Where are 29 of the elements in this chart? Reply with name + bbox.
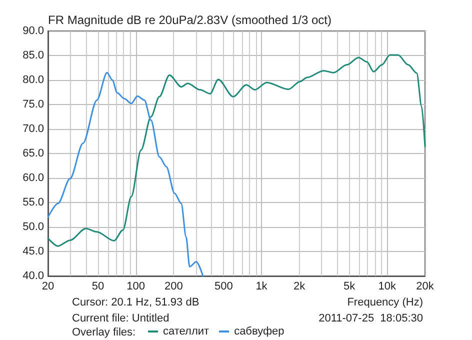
y-tick-label: 90.0 bbox=[22, 25, 44, 37]
y-tick-label: 80.0 bbox=[22, 74, 44, 86]
x-axis-title: Frequency (Hz) bbox=[347, 296, 423, 308]
x-tick-label: 50 bbox=[92, 280, 104, 292]
y-tick-label: 75.0 bbox=[22, 98, 44, 110]
y-tick-label: 70.0 bbox=[22, 123, 44, 135]
x-tick-label: 10k bbox=[378, 280, 397, 292]
x-tick-label: 500 bbox=[214, 280, 233, 292]
chart-title: FR Magnitude dB re 20uPa/2.83V (smoothed 1/3 oct) bbox=[48, 13, 332, 27]
x-tick-label: 200 bbox=[164, 280, 183, 292]
x-tick-label: 2k bbox=[294, 280, 306, 292]
text: Overlay files: bbox=[72, 326, 136, 338]
legend-label: сабвуфер bbox=[234, 326, 284, 338]
y-tick-label: 60.0 bbox=[22, 172, 44, 184]
y-tick-label: 45.0 bbox=[22, 246, 44, 258]
y-tick-label: 50.0 bbox=[22, 221, 44, 233]
x-tick-label: 1k bbox=[256, 280, 268, 292]
x-tick-label: 100 bbox=[126, 280, 146, 292]
text: Cursor: 20.1 Hz, 51.93 dB bbox=[72, 296, 200, 308]
x-tick-label: 20 bbox=[42, 280, 54, 292]
y-tick-label: 40.0 bbox=[22, 270, 44, 282]
x-tick-label: 20k bbox=[416, 280, 434, 292]
y-tick-label: 85.0 bbox=[22, 50, 44, 62]
legend-label: сателлит bbox=[163, 326, 210, 338]
y-tick-label: 65.0 bbox=[22, 148, 44, 160]
y-tick-label: 55.0 bbox=[22, 196, 44, 208]
text: 2011-07-25 18:05:30 bbox=[318, 312, 424, 324]
text: Current file: Untitled bbox=[72, 312, 170, 324]
x-tick-label: 5k bbox=[344, 280, 356, 292]
